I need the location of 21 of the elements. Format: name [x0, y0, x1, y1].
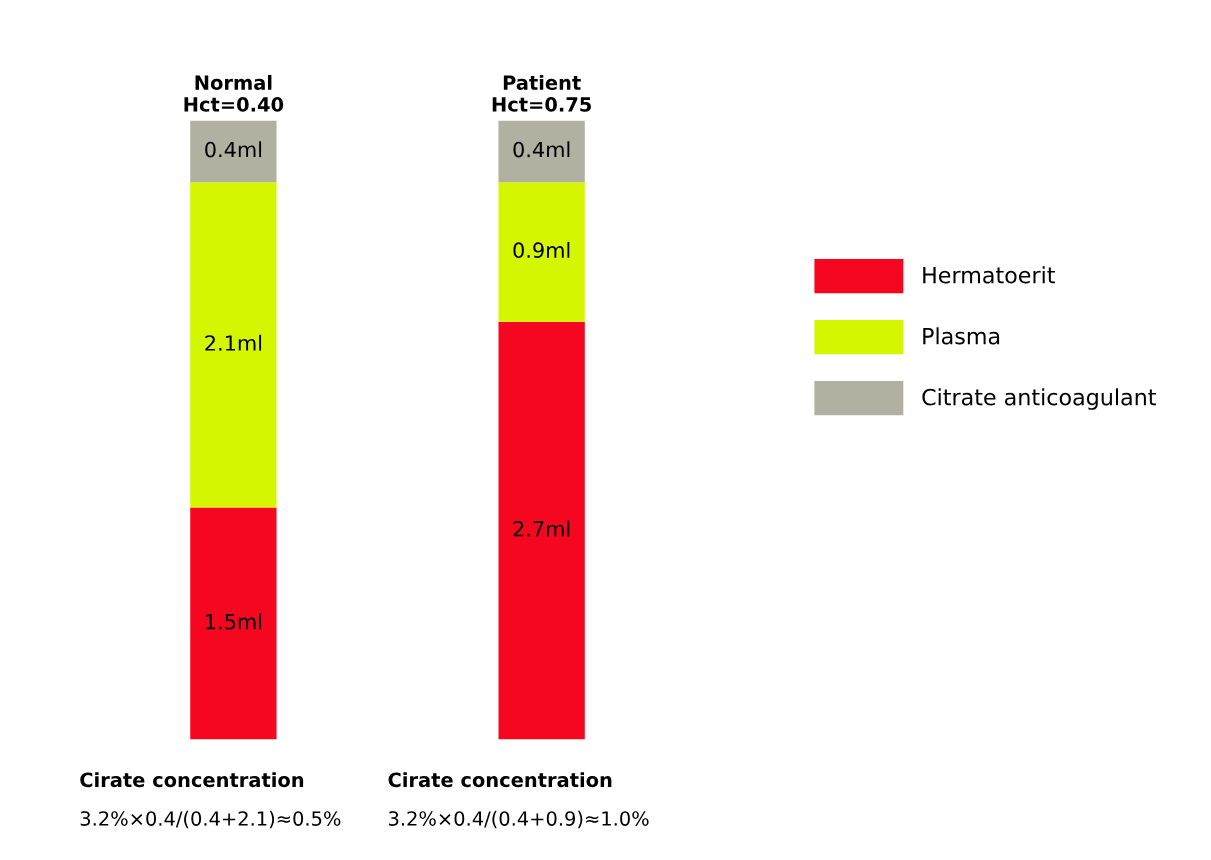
- bar: [498, 182, 585, 322]
- data-label: 2.1ml: [205, 334, 262, 351]
- legend-label: Plasma: [923, 327, 1000, 345]
- legend-label: Hermatoerit: [923, 266, 1055, 284]
- data-label: 0.4ml: [205, 141, 262, 158]
- x-tick-label: Normal Hct=0.40: [184, 74, 284, 112]
- data-label: 0.9ml: [513, 241, 570, 259]
- bar: [190, 182, 277, 508]
- data-label: 0.4ml: [513, 141, 570, 158]
- data-label: 1.5ml: [206, 613, 262, 630]
- bar: [190, 120, 277, 183]
- data-label: 2.7ml: [513, 520, 570, 537]
- text: 3.2%×0.4/(0.4+2.1)≈0.5%: [80, 810, 341, 829]
- text: Cirate concentration: [80, 772, 304, 788]
- x-tick-label: Patient Hct=0.75: [492, 74, 591, 112]
- legend-label: Citrate anticoagulant: [922, 388, 1156, 410]
- text: 3.2%×0.4/(0.4+0.9)≈1.0%: [389, 810, 649, 829]
- text: Cirate concentration: [388, 772, 612, 788]
- bar: [498, 120, 585, 183]
- bar: [190, 507, 277, 740]
- bar: [498, 321, 585, 740]
